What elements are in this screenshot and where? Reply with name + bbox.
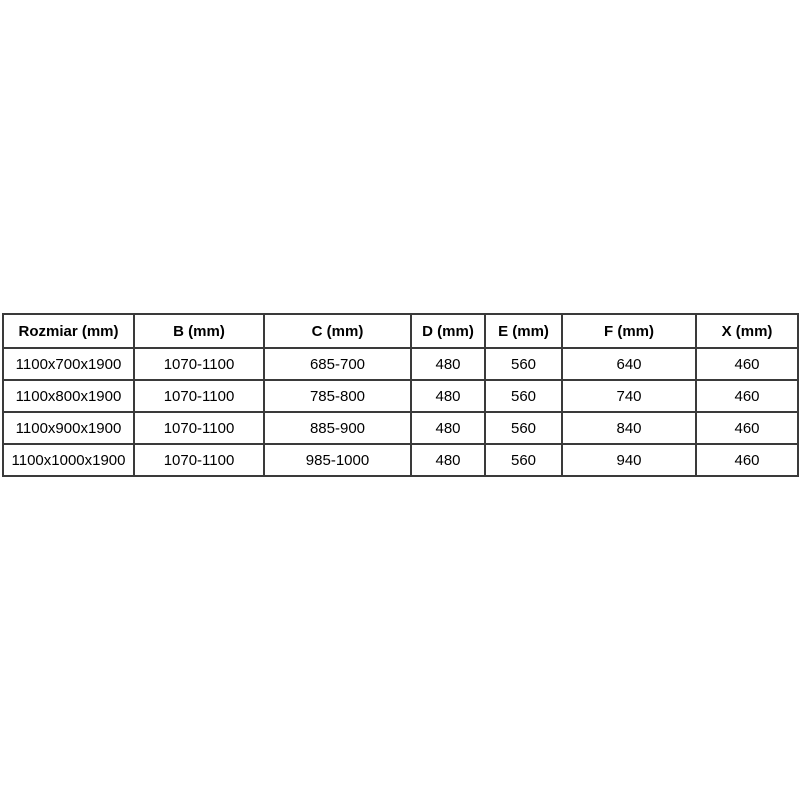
table-cell: 560 [484, 411, 563, 445]
size-spec-table: Rozmiar (mm) B (mm) C (mm) D (mm) E (mm)… [2, 313, 799, 477]
table-cell-size: 1100x700x1900 [2, 347, 135, 381]
header-d: D (mm) [410, 313, 486, 349]
table-cell: 560 [484, 379, 563, 413]
table-cell: 480 [410, 411, 486, 445]
table-cell: 1070-1100 [133, 379, 265, 413]
table-cell-size: 1100x1000x1900 [2, 443, 135, 477]
header-f: F (mm) [561, 313, 697, 349]
table-cell: 1070-1100 [133, 411, 265, 445]
table-cell: 985-1000 [263, 443, 412, 477]
table-row: 1100x700x1900 1070-1100 685-700 480 560 … [2, 347, 799, 381]
table-row: 1100x1000x1900 1070-1100 985-1000 480 56… [2, 443, 799, 477]
table-cell: 740 [561, 379, 697, 413]
table-cell: 640 [561, 347, 697, 381]
header-rozmiar: Rozmiar (mm) [2, 313, 135, 349]
table-cell: 480 [410, 443, 486, 477]
table-row: 1100x800x1900 1070-1100 785-800 480 560 … [2, 379, 799, 413]
table-cell-size: 1100x900x1900 [2, 411, 135, 445]
table-cell: 785-800 [263, 379, 412, 413]
table-cell: 480 [410, 347, 486, 381]
table-cell: 685-700 [263, 347, 412, 381]
table-cell: 460 [695, 411, 799, 445]
table-cell: 560 [484, 443, 563, 477]
table-row: 1100x900x1900 1070-1100 885-900 480 560 … [2, 411, 799, 445]
table-cell: 460 [695, 379, 799, 413]
table-cell: 1070-1100 [133, 443, 265, 477]
table-cell: 460 [695, 347, 799, 381]
table-cell-size: 1100x800x1900 [2, 379, 135, 413]
table-cell: 560 [484, 347, 563, 381]
header-e: E (mm) [484, 313, 563, 349]
header-b: B (mm) [133, 313, 265, 349]
header-x: X (mm) [695, 313, 799, 349]
header-c: C (mm) [263, 313, 412, 349]
table-cell: 480 [410, 379, 486, 413]
table-cell: 1070-1100 [133, 347, 265, 381]
table-cell: 885-900 [263, 411, 412, 445]
header-row: Rozmiar (mm) B (mm) C (mm) D (mm) E (mm)… [2, 313, 799, 349]
table-cell: 460 [695, 443, 799, 477]
table-cell: 940 [561, 443, 697, 477]
table-cell: 840 [561, 411, 697, 445]
